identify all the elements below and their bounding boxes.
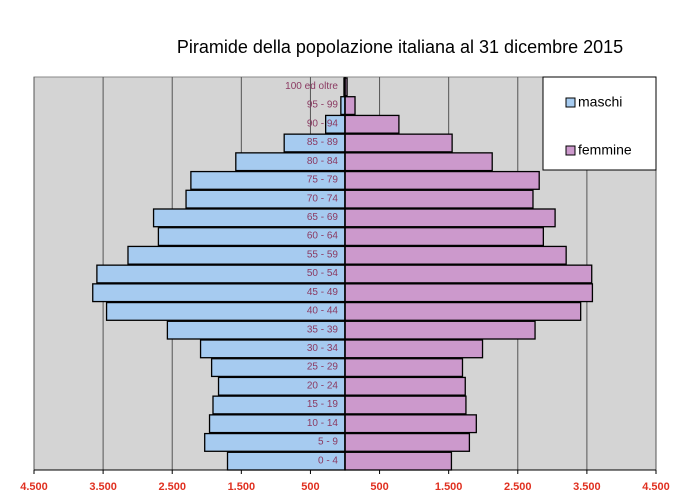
bar (344, 227, 544, 247)
bar (344, 395, 467, 415)
x-tick-label: 500 (301, 481, 319, 493)
category-label: 35 - 39 (307, 324, 339, 335)
bar (344, 152, 493, 172)
bar (344, 339, 484, 359)
legend-entries: maschi femmine (565, 94, 632, 158)
bar (344, 96, 356, 116)
category-label: 25 - 29 (307, 362, 339, 373)
category-label: 95 - 99 (307, 100, 339, 111)
bar (344, 320, 536, 340)
category-label: 20 - 24 (307, 380, 339, 391)
x-tick-label: 2.500 (158, 481, 186, 493)
category-label: 10 - 14 (307, 418, 339, 429)
category-label: 0 - 4 (318, 455, 338, 466)
legend (542, 76, 657, 171)
category-label: 30 - 34 (307, 343, 339, 354)
category-label: 50 - 54 (307, 268, 339, 279)
bar (344, 114, 400, 134)
bar (344, 208, 556, 228)
category-label: 15 - 19 (307, 399, 339, 410)
category-label: 65 - 69 (307, 212, 339, 223)
x-tick-label: 1.500 (228, 481, 256, 493)
category-label: 45 - 49 (307, 287, 339, 298)
legend-label: maschi (578, 94, 622, 110)
x-tick-label: 4.500 (20, 481, 48, 493)
bar (344, 170, 540, 190)
category-label: 90 - 94 (307, 118, 339, 129)
category-label: 80 - 84 (307, 156, 339, 167)
chart-title: Piramide della popolazione italiana al 3… (177, 37, 623, 57)
x-tick-label: 1.500 (435, 481, 463, 493)
legend-swatch (565, 97, 576, 108)
category-label: 85 - 89 (307, 137, 339, 148)
legend-swatch (565, 145, 576, 156)
x-tick-label: 4.500 (642, 481, 670, 493)
x-tick-label: 2.500 (504, 481, 532, 493)
category-label: 55 - 59 (307, 249, 339, 260)
bar (344, 283, 594, 303)
labels: 4.500 3.500 2.500 1.500 500 500 1.500 2.500 3.50… (20, 81, 670, 493)
category-label: 5 - 9 (318, 437, 338, 448)
category-label: 100 ed oltre (285, 81, 338, 92)
bar (344, 245, 567, 265)
bar (344, 133, 453, 153)
category-label: 60 - 64 (307, 231, 339, 242)
bar (344, 301, 582, 321)
bar (344, 414, 477, 434)
x-tick-label: 3.500 (573, 481, 601, 493)
bar (344, 376, 466, 396)
bar (344, 189, 534, 209)
category-label: 40 - 44 (307, 306, 339, 317)
bar (344, 358, 464, 378)
x-tick-label: 500 (370, 481, 388, 493)
category-label: 70 - 74 (307, 193, 339, 204)
bar (344, 432, 471, 452)
bar (344, 264, 593, 284)
bar (344, 451, 453, 471)
x-tick-label: 3.500 (89, 481, 117, 493)
category-label: 75 - 79 (307, 175, 339, 186)
legend-label: femmine (578, 142, 632, 158)
